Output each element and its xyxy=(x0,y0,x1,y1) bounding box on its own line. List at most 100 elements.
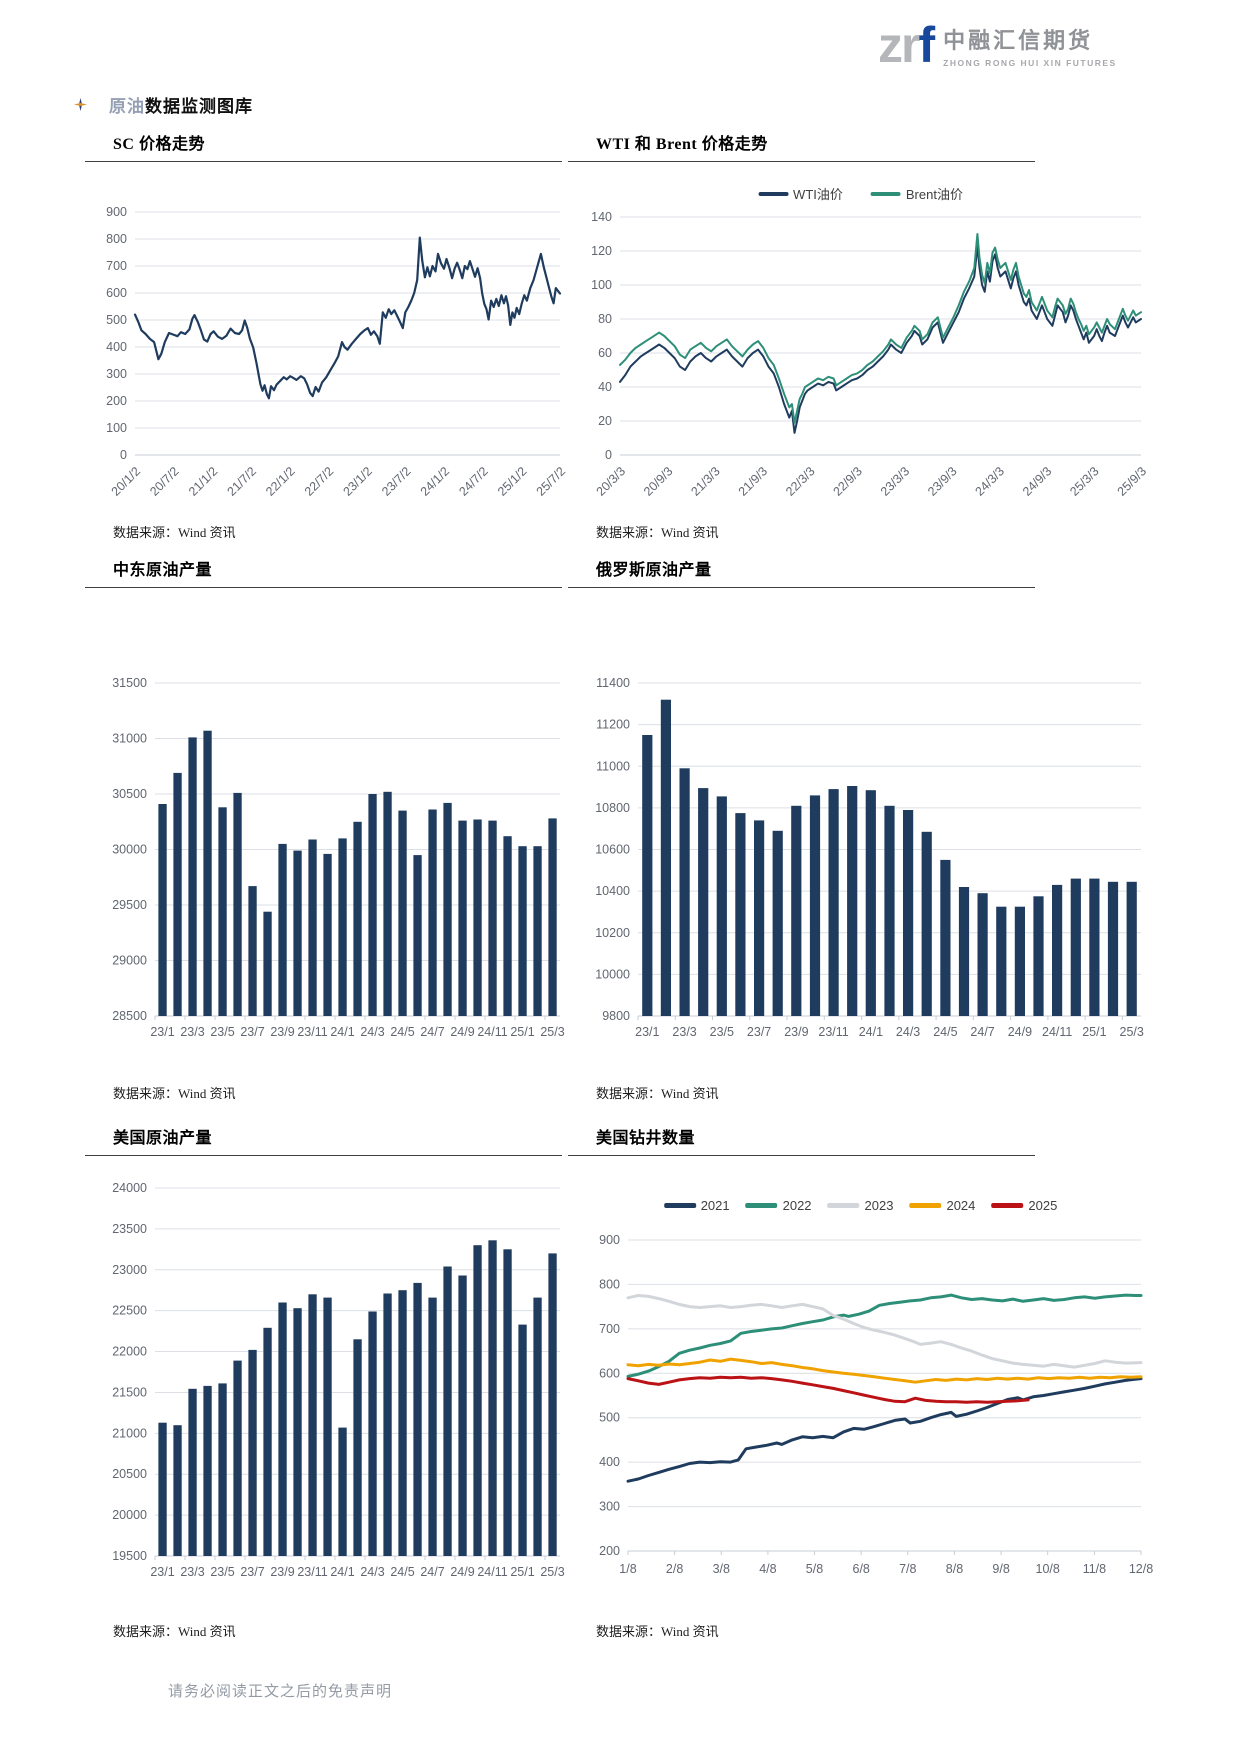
data-source: 数据来源：Wind 资讯 xyxy=(596,1624,719,1639)
svg-text:900: 900 xyxy=(599,1233,620,1247)
svg-text:25/1/2: 25/1/2 xyxy=(495,464,530,499)
svg-text:23000: 23000 xyxy=(112,1263,147,1277)
line-2025-swatch-icon xyxy=(991,1203,1024,1208)
mideast-production-chart: 28500 29000 29500 30000 30500 31000 31500 23/1 2… xyxy=(85,588,572,1073)
svg-text:20/3/3: 20/3/3 xyxy=(594,464,629,499)
svg-text:24/9: 24/9 xyxy=(450,1025,474,1039)
svg-text:24/7: 24/7 xyxy=(970,1025,994,1039)
title-divider xyxy=(568,587,1035,588)
svg-text:20000: 20000 xyxy=(112,1508,147,1522)
svg-text:25/7/2: 25/7/2 xyxy=(534,464,569,499)
svg-text:23/5: 23/5 xyxy=(210,1025,234,1039)
svg-text:24/9: 24/9 xyxy=(1008,1025,1032,1039)
svg-text:60: 60 xyxy=(598,346,612,360)
panel-sc-price: SC 价格走势 0 100 200 300 400 500 600 700 800 900 20/1… xyxy=(85,130,572,541)
brand-name-cn: 中融汇信期货 xyxy=(943,27,1094,53)
svg-text:40: 40 xyxy=(598,380,612,394)
section-heading: 原油数据监测图库 xyxy=(74,92,253,117)
svg-text:20/7/2: 20/7/2 xyxy=(147,464,182,499)
legend-label: 2023 xyxy=(864,1198,894,1213)
svg-text:3/8: 3/8 xyxy=(713,1562,730,1576)
svg-text:100: 100 xyxy=(591,278,612,292)
svg-text:4/8: 4/8 xyxy=(759,1562,776,1576)
svg-text:900: 900 xyxy=(106,205,127,219)
panel-us-production: 美国原油产量 19500 20000 20500 21000 21500 22000 225… xyxy=(85,1124,572,1640)
line-2021-swatch-icon xyxy=(663,1203,696,1208)
svg-text:1/8: 1/8 xyxy=(619,1562,636,1576)
legend-item-wti: WTI油价 xyxy=(758,184,843,203)
svg-text:600: 600 xyxy=(106,286,127,300)
line-2022-swatch-icon xyxy=(745,1203,778,1208)
svg-text:21/9/3: 21/9/3 xyxy=(736,464,771,499)
wti-brent-legend: WTI油价 Brent油价 xyxy=(758,184,963,203)
legend-item-2023: 2023 xyxy=(827,1198,894,1213)
svg-text:30500: 30500 xyxy=(112,787,147,801)
svg-text:10000: 10000 xyxy=(595,967,630,981)
chart-title: 美国原油产量 xyxy=(113,1130,213,1147)
svg-text:6/8: 6/8 xyxy=(853,1562,870,1576)
svg-text:500: 500 xyxy=(106,313,127,327)
svg-text:24/1/2: 24/1/2 xyxy=(418,464,453,499)
svg-text:24/1: 24/1 xyxy=(330,1025,354,1039)
svg-text:25/1: 25/1 xyxy=(510,1025,534,1039)
svg-text:22/3/3: 22/3/3 xyxy=(783,464,818,499)
page-title-rest: 数据监测图库 xyxy=(145,97,253,116)
chart-title: 美国钻井数量 xyxy=(596,1130,696,1147)
panel-us-rig-count: 美国钻井数量 2021 2022 2023 2024 2025 200 300 40… xyxy=(568,1124,1153,1640)
svg-text:10800: 10800 xyxy=(595,801,630,815)
svg-text:200: 200 xyxy=(106,394,127,408)
chart-title: 中东原油产量 xyxy=(113,562,213,579)
title-divider xyxy=(568,161,1035,162)
svg-text:23/9/3: 23/9/3 xyxy=(925,464,960,499)
svg-text:31000: 31000 xyxy=(112,732,147,746)
svg-text:10400: 10400 xyxy=(595,884,630,898)
line-2024-swatch-icon xyxy=(909,1203,942,1208)
svg-text:24/7: 24/7 xyxy=(420,1025,444,1039)
svg-text:23/5: 23/5 xyxy=(710,1025,734,1039)
data-source: 数据来源：Wind 资讯 xyxy=(596,1086,719,1101)
svg-text:22/7/2: 22/7/2 xyxy=(302,464,337,499)
svg-text:25/3/3: 25/3/3 xyxy=(1067,464,1102,499)
svg-text:9/8: 9/8 xyxy=(992,1562,1009,1576)
sc-price-chart: 0 100 200 300 400 500 600 700 800 900 20/1/2 20/7/2… xyxy=(85,162,572,512)
svg-text:22500: 22500 xyxy=(112,1304,147,1318)
svg-text:25/3: 25/3 xyxy=(540,1025,564,1039)
svg-text:21/3/3: 21/3/3 xyxy=(688,464,723,499)
svg-text:29500: 29500 xyxy=(112,898,147,912)
svg-text:24/7/2: 24/7/2 xyxy=(456,464,491,499)
legend-item-2021: 2021 xyxy=(663,1198,730,1213)
svg-text:23500: 23500 xyxy=(112,1222,147,1236)
svg-text:25/1: 25/1 xyxy=(1082,1025,1106,1039)
svg-text:8/8: 8/8 xyxy=(946,1562,963,1576)
brent-line-swatch-icon xyxy=(870,191,901,196)
svg-text:800: 800 xyxy=(106,232,127,246)
legend-label: 2024 xyxy=(946,1198,976,1213)
data-source: 数据来源：Wind 资讯 xyxy=(596,525,719,540)
svg-text:31500: 31500 xyxy=(112,676,147,690)
svg-text:23/11: 23/11 xyxy=(297,1025,327,1039)
svg-text:21/7/2: 21/7/2 xyxy=(225,464,260,499)
svg-text:24/9/3: 24/9/3 xyxy=(1020,464,1055,499)
us-rig-count-chart: 200 300 400 500 600 700 800 900 1/8 2/8 3/8 4/8 5/8 6… xyxy=(568,1156,1153,1611)
svg-text:23/11: 23/11 xyxy=(818,1025,848,1039)
svg-text:24/3/3: 24/3/3 xyxy=(973,464,1008,499)
svg-text:11200: 11200 xyxy=(596,718,630,732)
svg-text:10600: 10600 xyxy=(595,843,630,857)
us-production-chart: 19500 20000 20500 21000 21500 22000 22500 23000… xyxy=(85,1156,572,1611)
svg-text:24/3: 24/3 xyxy=(360,1025,384,1039)
title-divider xyxy=(568,1155,1035,1156)
svg-text:23/7: 23/7 xyxy=(240,1565,264,1579)
svg-text:11000: 11000 xyxy=(596,759,630,773)
svg-text:21500: 21500 xyxy=(112,1385,147,1399)
svg-text:140: 140 xyxy=(591,210,612,224)
logo-f-text: f xyxy=(918,17,935,73)
svg-text:22/1/2: 22/1/2 xyxy=(263,464,298,499)
svg-text:200: 200 xyxy=(599,1544,620,1558)
logo-zr-text: zr xyxy=(878,17,920,73)
svg-text:10/8: 10/8 xyxy=(1036,1562,1060,1576)
chart-title: 俄罗斯原油产量 xyxy=(596,562,712,579)
svg-text:25/9/3: 25/9/3 xyxy=(1115,464,1150,499)
svg-text:2/8: 2/8 xyxy=(666,1562,683,1576)
svg-text:23/1: 23/1 xyxy=(150,1565,174,1579)
